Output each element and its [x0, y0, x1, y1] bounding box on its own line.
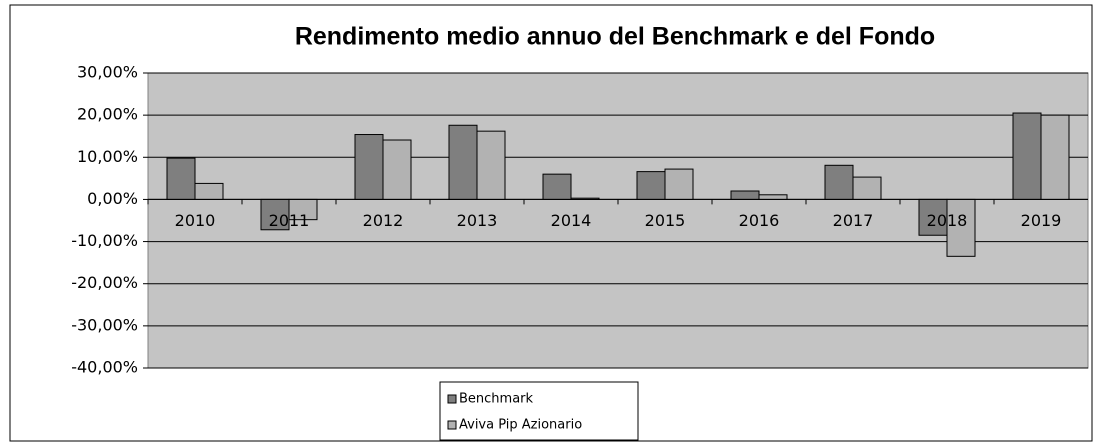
bar	[476, 130, 506, 200]
x-tick-label: 2015	[645, 211, 686, 230]
x-tick-label: 2019	[1021, 211, 1062, 230]
y-tick-label: -40,00%	[71, 358, 138, 377]
x-tick-label: 2010	[175, 211, 216, 230]
bar	[852, 176, 882, 200]
x-tick-label: 2014	[551, 211, 592, 230]
chart-title: Rendimento medio annuo del Benchmark e d…	[295, 23, 935, 51]
legend	[439, 381, 639, 441]
bar	[166, 157, 196, 200]
bar	[194, 182, 224, 200]
legend-label: Benchmark	[459, 392, 534, 407]
y-tick-label: 30,00%	[77, 63, 138, 82]
x-tick-label: 2016	[739, 211, 780, 230]
x-tick-label: 2012	[363, 211, 404, 230]
y-tick-label: -30,00%	[71, 315, 138, 334]
y-tick-label: 0,00%	[87, 189, 138, 208]
bar	[1040, 114, 1070, 200]
legend-swatch	[447, 420, 457, 430]
x-tick-label: 2013	[457, 211, 498, 230]
bar	[382, 139, 412, 200]
bar	[946, 198, 976, 257]
bar	[1012, 112, 1042, 200]
bar	[542, 173, 572, 200]
legend-label: Aviva Pip Azionario	[459, 418, 582, 433]
bar	[730, 190, 760, 200]
bar	[918, 198, 948, 236]
y-tick-label: -10,00%	[71, 231, 138, 250]
bar	[824, 164, 854, 200]
x-tick-label: 2017	[833, 211, 874, 230]
y-tick-label: 10,00%	[77, 147, 138, 166]
bar	[448, 124, 478, 200]
x-tick-label: 2018	[927, 211, 968, 230]
y-tick-label: -20,00%	[71, 273, 138, 292]
bar	[636, 171, 666, 200]
legend-swatch	[447, 394, 457, 404]
bar	[354, 134, 384, 200]
bar	[758, 194, 788, 200]
x-tick-label: 2011	[269, 211, 310, 230]
y-tick-label: 20,00%	[77, 105, 138, 124]
bar	[664, 168, 694, 200]
